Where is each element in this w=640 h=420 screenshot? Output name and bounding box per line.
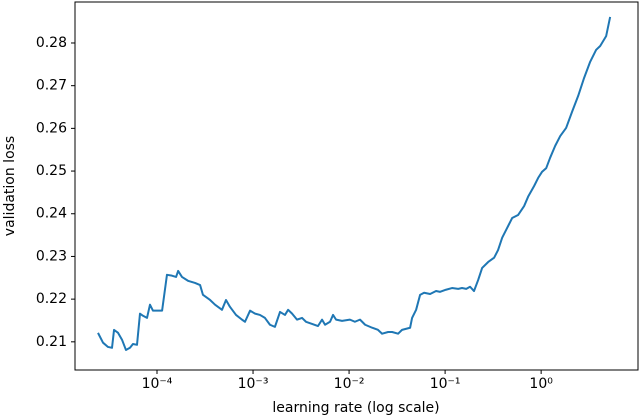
- y-tick-label: 0.24: [36, 206, 67, 222]
- y-tick-label: 0.23: [36, 248, 67, 264]
- y-tick-label: 0.27: [36, 78, 67, 94]
- x-tick-label: 10⁰: [529, 376, 553, 392]
- y-tick-label: 0.25: [36, 163, 67, 179]
- y-tick-label: 0.26: [36, 120, 67, 136]
- y-axis-label: validation loss: [2, 136, 18, 236]
- x-tick-label: 10⁻³: [238, 376, 269, 392]
- x-tick-label: 10⁻²: [334, 376, 365, 392]
- y-tick-label: 0.21: [36, 334, 67, 350]
- y-tick-label: 0.22: [36, 291, 67, 307]
- y-tick-label: 0.28: [36, 35, 67, 51]
- x-tick-label: 10⁻¹: [430, 376, 461, 392]
- plot-frame: [74, 1, 639, 371]
- x-tick-label: 10⁻⁴: [142, 376, 173, 392]
- x-axis-label: learning rate (log scale): [272, 400, 439, 416]
- line: [97, 16, 612, 351]
